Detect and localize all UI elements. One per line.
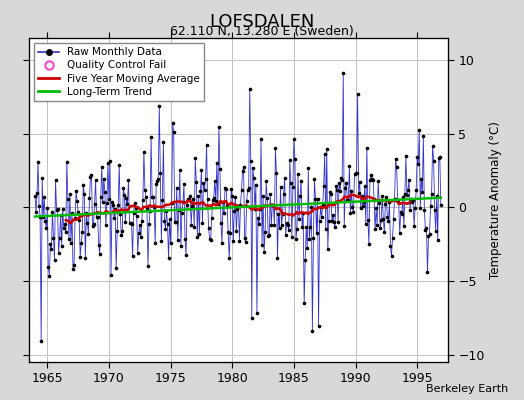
Text: Berkeley Earth: Berkeley Earth [426, 384, 508, 394]
Y-axis label: Temperature Anomaly (°C): Temperature Anomaly (°C) [489, 121, 502, 279]
Text: 62.110 N, 13.280 E (Sweden): 62.110 N, 13.280 E (Sweden) [170, 25, 354, 38]
Text: LOFSDALEN: LOFSDALEN [209, 13, 315, 31]
Legend: Raw Monthly Data, Quality Control Fail, Five Year Moving Average, Long-Term Tren: Raw Monthly Data, Quality Control Fail, … [34, 43, 204, 101]
